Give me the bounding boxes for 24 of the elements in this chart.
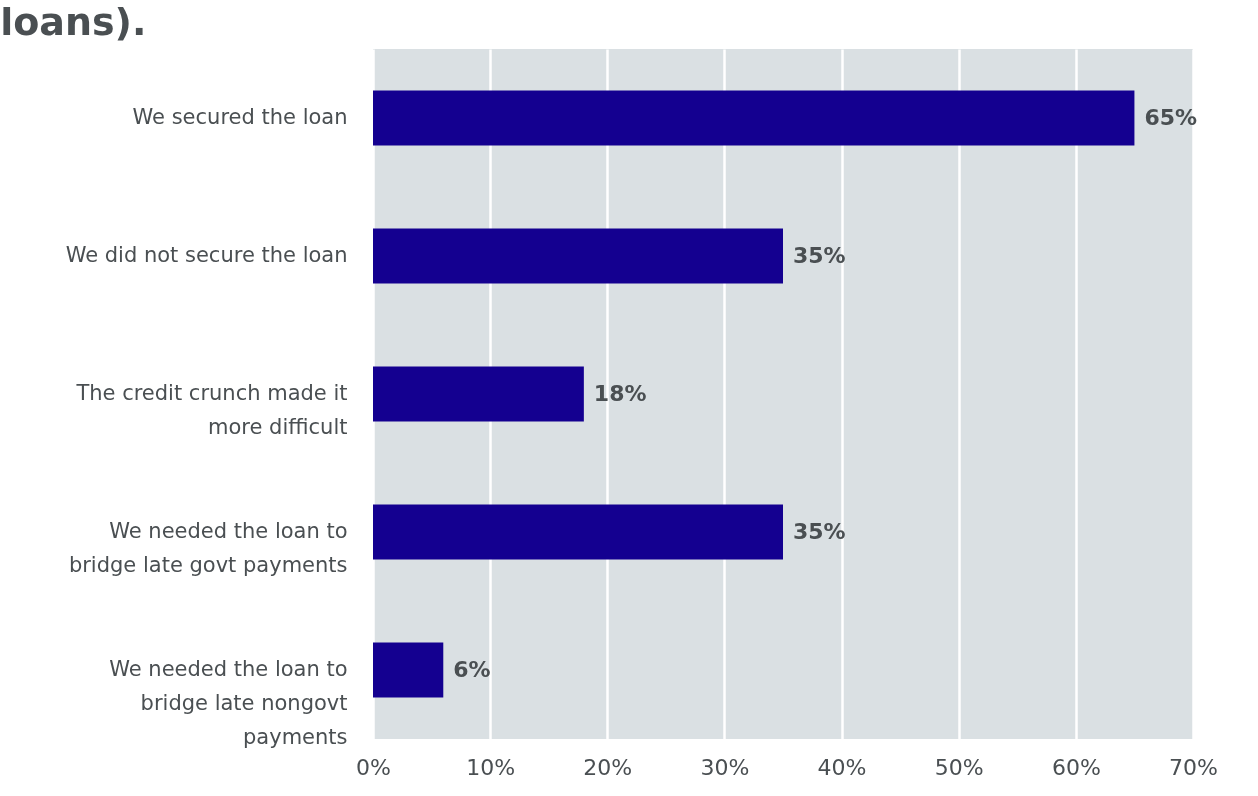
y-tick-label: We secured the loan — [132, 105, 348, 129]
data-label: 65% — [1144, 105, 1198, 130]
data-label: 35% — [793, 243, 846, 268]
bar — [373, 228, 783, 284]
x-tick-label: 70% — [1169, 754, 1218, 780]
data-label: 18% — [593, 381, 647, 406]
y-tick-label: The credit crunch made it more difficult — [75, 381, 348, 439]
y-tick-label: We needed the loan to bridge late nongovt payments — [109, 657, 348, 749]
x-tick-label: 20% — [583, 754, 633, 780]
bar — [373, 90, 1135, 146]
data-label: 6% — [453, 657, 491, 682]
x-tick-label: 30% — [700, 754, 750, 780]
chart-title: loans). — [0, 0, 147, 44]
y-tick-label: We needed the loan to bridge late govt payments — [68, 519, 348, 577]
x-tick-label: 50% — [934, 754, 984, 780]
x-tick-label: 40% — [817, 754, 867, 780]
x-tick-label: 60% — [1051, 754, 1101, 780]
bar — [373, 366, 584, 422]
bar — [373, 642, 444, 698]
x-tick-label: 0% — [356, 754, 391, 780]
y-tick-label: We did not secure the loan — [65, 243, 348, 267]
bar — [373, 504, 783, 560]
data-label: 35% — [793, 519, 846, 544]
x-tick-label: 10% — [466, 754, 516, 780]
